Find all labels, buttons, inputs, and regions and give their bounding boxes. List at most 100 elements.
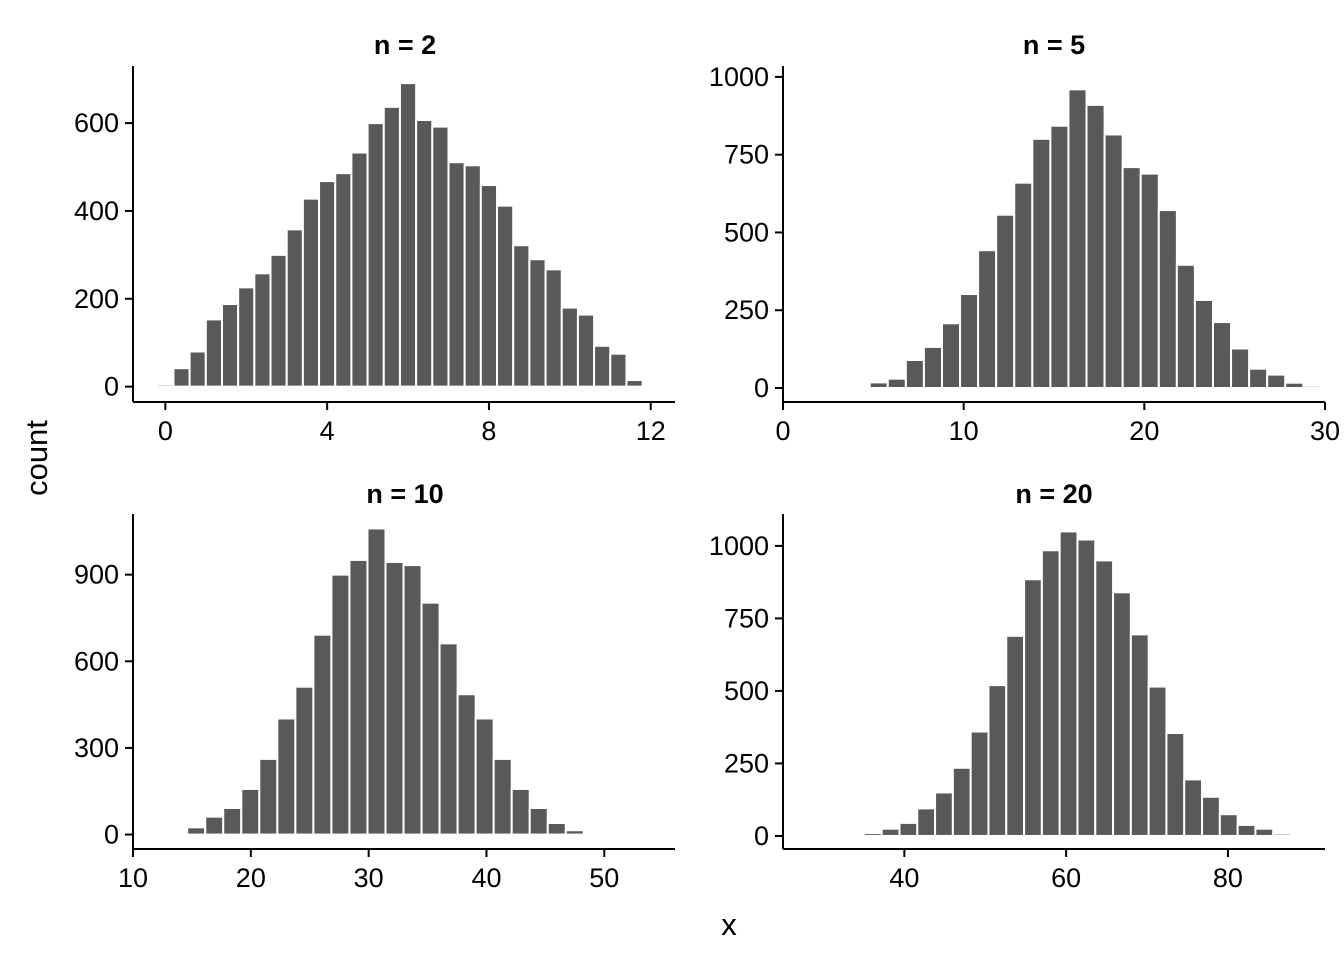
- histogram-bar: [204, 815, 225, 836]
- histogram-bar: [366, 122, 385, 388]
- histogram-bar: [1248, 367, 1269, 389]
- panel-title: n = 5: [1023, 30, 1085, 60]
- histogram-bar: [220, 303, 240, 388]
- y-tick-label: 1000: [709, 531, 769, 561]
- histogram-bar: [1085, 103, 1106, 389]
- histogram-bar: [1023, 578, 1043, 837]
- histogram-bar: [479, 184, 499, 388]
- histogram-bar: [560, 306, 579, 388]
- y-tick-label: 900: [74, 560, 119, 590]
- histogram-bar: [528, 806, 549, 836]
- histogram-bar: [868, 381, 889, 389]
- histogram-bar: [898, 821, 919, 837]
- panel-title: n = 20: [1015, 479, 1092, 509]
- x-tick-label: 40: [471, 863, 501, 893]
- y-tick-label: 750: [724, 140, 769, 170]
- histogram-bar: [1076, 538, 1097, 837]
- histogram-bar: [1103, 133, 1124, 389]
- histogram-bar: [186, 826, 207, 836]
- histogram-bar: [222, 806, 243, 836]
- histogram-bar: [258, 757, 279, 836]
- histogram-bar: [1031, 137, 1052, 389]
- histogram-bar: [609, 352, 628, 388]
- histogram-bar: [544, 268, 563, 388]
- histogram-bar: [510, 787, 531, 836]
- panel-title: n = 10: [366, 479, 443, 509]
- y-tick-label: 750: [724, 603, 769, 633]
- histogram-bar: [546, 822, 567, 836]
- histogram-bar: [366, 527, 387, 836]
- histogram-bar: [438, 642, 459, 836]
- histogram-bar: [402, 564, 423, 836]
- histogram-bar: [922, 345, 943, 389]
- histogram-bar: [253, 272, 272, 388]
- histogram-bar: [959, 293, 980, 390]
- histogram-bar: [318, 180, 337, 388]
- histogram-bar: [969, 730, 990, 837]
- histogram-bar: [312, 633, 333, 836]
- x-tick-label: 20: [236, 863, 266, 893]
- histogram-bar: [1147, 685, 1168, 837]
- histogram-bar: [880, 827, 901, 837]
- histogram-bar: [384, 560, 405, 836]
- histogram-bar: [934, 791, 954, 837]
- y-tick-label: 600: [74, 108, 119, 138]
- y-tick-label: 1000: [709, 62, 769, 92]
- histogram-bar: [463, 164, 482, 388]
- histogram-bar: [415, 119, 434, 388]
- histogram-bar: [1165, 731, 1186, 837]
- histogram-bar: [294, 685, 315, 836]
- histogram-bar: [420, 601, 441, 836]
- x-tick-label: 4: [320, 416, 335, 446]
- histogram-bar: [240, 787, 261, 836]
- histogram-bar: [862, 832, 883, 837]
- panel-n-20: n = 20 0 250 500 750 1000 40 60 80: [709, 479, 1325, 893]
- bars: [186, 527, 585, 836]
- y-tick-label: 0: [754, 373, 769, 403]
- x-tick-label: 60: [1051, 863, 1081, 893]
- histogram-bar: [1121, 166, 1142, 389]
- histogram-bar: [1058, 530, 1079, 837]
- histogram-bar: [301, 197, 321, 388]
- y-tick-label: 200: [74, 284, 119, 314]
- histogram-bar: [1112, 591, 1132, 837]
- histogram-bar: [1266, 373, 1287, 389]
- histogram-bar: [1049, 124, 1070, 389]
- x-tick-label: 8: [481, 416, 496, 446]
- histogram-bar: [987, 684, 1008, 837]
- histogram-bar: [269, 253, 288, 388]
- histogram-bar: [1218, 813, 1239, 837]
- histogram-bar: [474, 717, 495, 836]
- histogram-bar: [1005, 634, 1026, 837]
- y-tick-label: 400: [74, 196, 119, 226]
- panel-n-2: n = 2 0 200 400 600 0 4 8 12: [74, 30, 675, 446]
- histogram-bar: [204, 318, 223, 388]
- histogram-bar: [334, 172, 353, 388]
- y-tick-label: 0: [104, 820, 119, 850]
- x-tick-label: 10: [949, 416, 979, 446]
- histogram-bar: [977, 249, 998, 389]
- y-tick-label: 250: [724, 295, 769, 325]
- histogram-bar: [625, 379, 644, 388]
- histogram-bar: [172, 367, 191, 388]
- histogram-bar: [904, 359, 925, 389]
- histogram-bar: [1236, 823, 1257, 837]
- bars: [862, 530, 1293, 837]
- histogram-bar: [285, 228, 304, 388]
- x-tick-label: 20: [1129, 416, 1159, 446]
- x-tick-label: 50: [589, 863, 619, 893]
- histogram-bar: [1254, 827, 1275, 837]
- histogram-bar: [1067, 88, 1088, 390]
- histogram-bar: [1284, 381, 1305, 389]
- histogram-bar: [156, 383, 175, 388]
- histogram-bar: [1157, 209, 1178, 389]
- bars: [156, 82, 644, 388]
- x-tick-label: 12: [636, 416, 666, 446]
- histogram-bar: [1139, 172, 1160, 389]
- histogram-bar: [348, 558, 369, 836]
- x-tick-label: 40: [889, 863, 919, 893]
- histogram-bar: [1094, 559, 1115, 837]
- histogram-bar: [382, 105, 401, 388]
- histogram-bar: [276, 717, 297, 836]
- histogram-bar: [1230, 347, 1251, 389]
